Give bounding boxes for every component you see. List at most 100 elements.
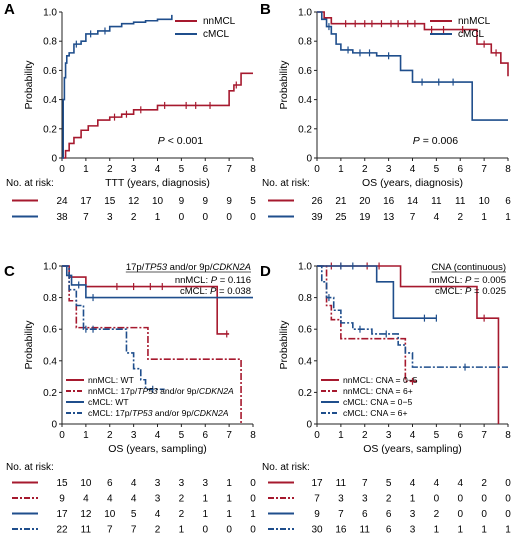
risk-count: 4 bbox=[107, 494, 113, 505]
y-tick-label: 0.6 bbox=[298, 325, 312, 336]
risk-count: 5 bbox=[250, 196, 256, 207]
risk-count: 2 bbox=[131, 212, 137, 223]
risk-count: 0 bbox=[226, 525, 232, 536]
risk-count: 0 bbox=[505, 478, 511, 489]
x-tick-label: 2 bbox=[107, 164, 113, 175]
risk-count: 9 bbox=[59, 494, 65, 505]
series-line bbox=[62, 14, 173, 159]
x-tick-label: 0 bbox=[59, 430, 65, 441]
legend-label: nnMCL bbox=[458, 16, 491, 27]
x-tick-label: 3 bbox=[386, 164, 392, 175]
risk-count: 11 bbox=[336, 478, 347, 489]
y-tick-label: 0.2 bbox=[43, 124, 57, 135]
x-tick-label: 5 bbox=[179, 430, 185, 441]
x-tick-label: 0 bbox=[314, 430, 320, 441]
risk-count: 6 bbox=[107, 478, 113, 489]
legend-label: cMCL: CNA = 0−5 bbox=[343, 397, 412, 407]
y-tick-label: 0.8 bbox=[43, 293, 57, 304]
x-tick-label: 1 bbox=[83, 164, 89, 175]
risk-count: 6 bbox=[386, 509, 392, 520]
y-tick-label: 0 bbox=[306, 154, 312, 165]
series-line bbox=[317, 11, 508, 121]
y-tick-label: 0 bbox=[51, 154, 57, 165]
risk-count: 13 bbox=[383, 212, 395, 223]
risk-count: 22 bbox=[56, 525, 68, 536]
risk-count: 0 bbox=[505, 509, 511, 520]
panel-B: B 0 0.2 0.4 0.6 0.8 1.0 0 1 2 3 4 5 6 7 8 OS (years, dia… bbox=[260, 1, 511, 223]
risk-count: 14 bbox=[407, 196, 419, 207]
x-tick-label: 7 bbox=[481, 430, 487, 441]
legend-label: nnMCL bbox=[203, 16, 236, 27]
risk-count: 4 bbox=[131, 478, 137, 489]
risk-count: 11 bbox=[455, 196, 466, 207]
x-tick-label: 4 bbox=[155, 430, 161, 441]
risk-count: 7 bbox=[338, 509, 344, 520]
risk-count: 12 bbox=[80, 509, 92, 520]
x-tick-label: 8 bbox=[505, 164, 511, 175]
risk-table-title: No. at risk: bbox=[262, 178, 310, 189]
y-tick-label: 1.0 bbox=[298, 262, 312, 273]
legend-label: nnMCL: 17p/TP53 and/or 9p/CDKN2A bbox=[88, 386, 234, 396]
x-tick-label: 1 bbox=[83, 430, 89, 441]
risk-count: 10 bbox=[152, 196, 164, 207]
risk-count: 17 bbox=[56, 509, 68, 520]
risk-count: 2 bbox=[457, 212, 463, 223]
risk-count: 1 bbox=[481, 525, 487, 536]
y-tick-label: 0.4 bbox=[43, 95, 57, 106]
risk-count: 11 bbox=[431, 196, 442, 207]
x-tick-label: 1 bbox=[338, 430, 344, 441]
x-tick-label: 0 bbox=[314, 164, 320, 175]
panel-letter: C bbox=[4, 263, 15, 280]
risk-count: 0 bbox=[250, 494, 256, 505]
legend-label: cMCL: WT bbox=[88, 397, 129, 407]
risk-count: 0 bbox=[202, 525, 208, 536]
risk-count: 21 bbox=[335, 196, 347, 207]
risk-count: 10 bbox=[479, 196, 491, 207]
risk-count: 4 bbox=[434, 212, 440, 223]
risk-count: 4 bbox=[83, 494, 89, 505]
x-tick-label: 3 bbox=[386, 430, 392, 441]
risk-count: 4 bbox=[131, 494, 137, 505]
risk-count: 26 bbox=[311, 196, 323, 207]
legend-label: cMCL: CNA = 6+ bbox=[343, 408, 407, 418]
x-axis-label: OS (years, diagnosis) bbox=[362, 177, 463, 189]
p-value-text: nnMCL: P = 0.116 bbox=[175, 275, 251, 286]
y-axis-label: Probability bbox=[278, 60, 290, 110]
x-tick-label: 0 bbox=[59, 164, 65, 175]
risk-count: 15 bbox=[56, 478, 68, 489]
p-value-annotation: P = 0.006 bbox=[413, 135, 458, 147]
x-tick-label: 2 bbox=[362, 430, 368, 441]
risk-count: 1 bbox=[250, 509, 256, 520]
risk-count: 9 bbox=[226, 196, 232, 207]
risk-count: 3 bbox=[155, 494, 161, 505]
risk-count: 6 bbox=[505, 196, 511, 207]
y-tick-label: 0.6 bbox=[298, 66, 312, 77]
risk-count: 3 bbox=[202, 478, 208, 489]
x-tick-label: 5 bbox=[434, 164, 440, 175]
x-tick-label: 6 bbox=[457, 164, 463, 175]
x-tick-label: 6 bbox=[202, 430, 208, 441]
y-tick-label: 0.8 bbox=[298, 293, 312, 304]
risk-count: 1 bbox=[202, 509, 208, 520]
y-tick-label: 0.4 bbox=[43, 356, 57, 367]
risk-count: 15 bbox=[104, 196, 116, 207]
risk-count: 3 bbox=[155, 478, 161, 489]
series-line bbox=[317, 11, 509, 77]
risk-count: 16 bbox=[383, 196, 395, 207]
y-tick-label: 0.4 bbox=[298, 95, 312, 106]
panel-C: C00.20.40.60.81.00 1 2 3 4 5 6 7 8OS (years, sam… bbox=[4, 262, 256, 536]
risk-count: 1 bbox=[481, 212, 487, 223]
risk-count: 5 bbox=[131, 509, 137, 520]
y-tick-label: 1.0 bbox=[43, 262, 57, 273]
y-tick-label: 0.2 bbox=[43, 388, 57, 399]
legend-label: cMCL bbox=[203, 29, 230, 40]
risk-count: 0 bbox=[457, 509, 463, 520]
y-tick-label: 1.0 bbox=[298, 8, 312, 19]
x-tick-label: 5 bbox=[179, 164, 185, 175]
risk-count: 3 bbox=[410, 509, 416, 520]
p-value-text: cMCL: P = 0.025 bbox=[435, 286, 506, 297]
risk-count: 39 bbox=[311, 212, 323, 223]
x-tick-label: 7 bbox=[481, 164, 487, 175]
risk-count: 2 bbox=[434, 509, 440, 520]
